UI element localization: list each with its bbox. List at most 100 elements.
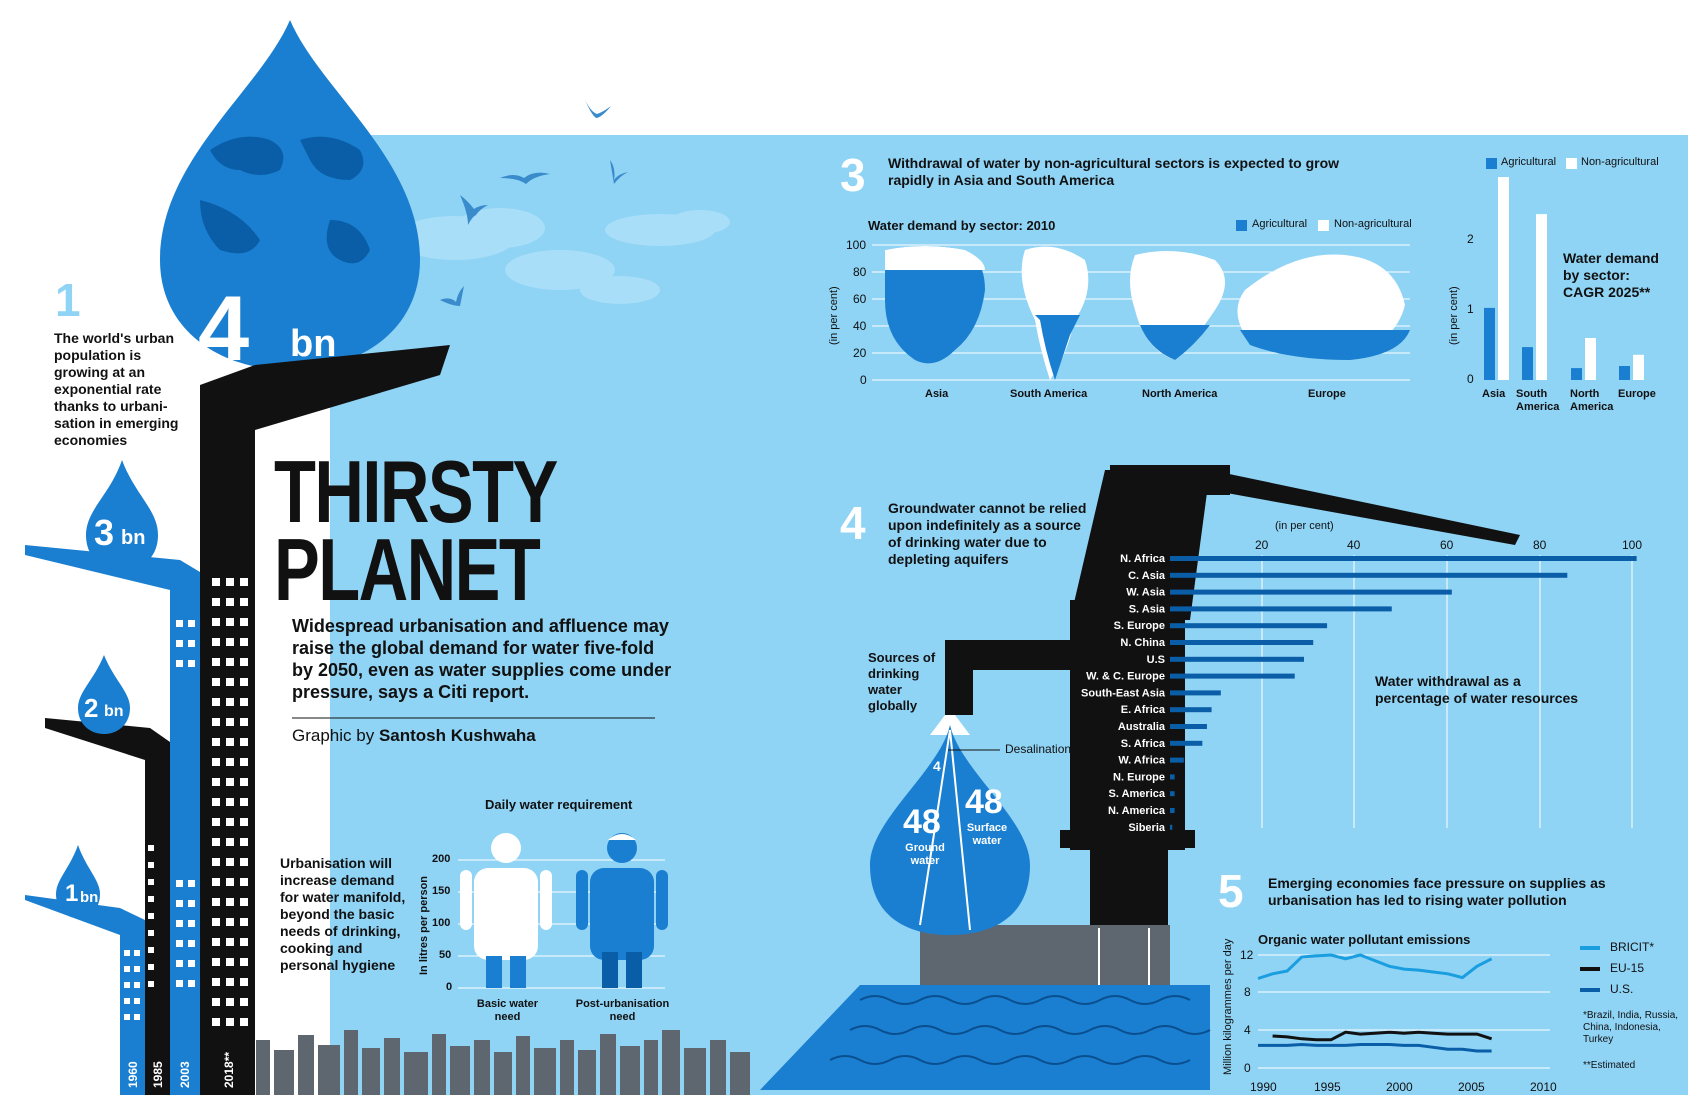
- pump-stone: [920, 925, 1170, 985]
- bird-icons: [440, 100, 628, 306]
- cagr-ytick: 2: [1467, 232, 1474, 246]
- pump-stone-join2: [1148, 928, 1150, 1008]
- withdrawal-category-label: W. Africa: [1118, 755, 1166, 767]
- withdrawal-category-label: C. Asia: [1128, 570, 1166, 582]
- drop-2bn: [78, 655, 130, 734]
- pollution-xtick: 2005: [1458, 1080, 1485, 1094]
- legend-nonagri-swatch: [1318, 220, 1329, 231]
- tower-1960: [25, 895, 145, 1095]
- drop-1bn-unit: bn: [80, 889, 99, 906]
- cagr-bar: [1633, 354, 1644, 380]
- desalination-value: 4: [933, 758, 941, 774]
- cagr-xlabel: North America: [1570, 388, 1614, 413]
- legend-us-swatch: [1580, 988, 1600, 992]
- map-ytick: 40: [853, 319, 867, 333]
- cagr-bar: [1619, 366, 1630, 380]
- cagr-bar: [1571, 368, 1582, 380]
- withdrawal-bar: [1170, 808, 1175, 813]
- cagr-bar: [1522, 347, 1533, 380]
- person-arm: [540, 870, 552, 930]
- person-arm: [656, 870, 668, 930]
- subtitle: Widespread urbanisation and affluence ma…: [292, 616, 672, 702]
- drop-3bn-value: 3: [94, 512, 115, 553]
- map-ytick: 100: [846, 238, 867, 252]
- map-xlabel: South America: [1010, 388, 1088, 400]
- cagr-title: Water demand by sector: CAGR 2025**: [1563, 250, 1659, 300]
- withdrawal-category-label: Australia: [1118, 721, 1166, 733]
- pollution-xtick: 1995: [1314, 1080, 1341, 1094]
- drop-2bn-unit: bn: [104, 703, 124, 720]
- pollution-ylabel: Million kilogrammes per day: [1222, 938, 1234, 1075]
- withdrawal-xtick: 80: [1533, 538, 1547, 552]
- legend-us: U.S.: [1610, 982, 1634, 996]
- withdrawal-bar: [1170, 656, 1304, 662]
- map-xlabel: Asia: [925, 388, 949, 400]
- legend-bricit-swatch: [1580, 946, 1600, 950]
- map-ytick: 60: [853, 292, 867, 306]
- water-req-cat: Post-urbanisation need: [575, 998, 670, 1023]
- withdrawal-bar: [1170, 556, 1637, 561]
- cagr-ytick: 1: [1467, 302, 1474, 316]
- withdrawal-bar: [1170, 724, 1207, 729]
- person-body: [590, 868, 654, 960]
- cagr-xlabel: Asia: [1482, 388, 1506, 400]
- withdrawal-xtick: 40: [1347, 538, 1361, 552]
- title-line2: PLANET: [274, 520, 541, 619]
- withdrawal-category-label: N. Africa: [1120, 553, 1166, 565]
- well-waves: [829, 995, 1211, 1065]
- section2-number: 2: [280, 797, 306, 849]
- withdrawal-xtick: 100: [1622, 538, 1643, 552]
- water-level-bar: [626, 952, 642, 988]
- withdrawal-category-label: S. Africa: [1121, 738, 1166, 750]
- tower-2018: [200, 345, 450, 1095]
- credit-prefix: Graphic by: [292, 726, 375, 745]
- drop-3bn: [86, 460, 158, 570]
- withdrawal-grid: [1261, 555, 1633, 828]
- legend-eu15: EU-15: [1610, 961, 1645, 975]
- cagr-ylabel: (in per cent): [1448, 286, 1460, 345]
- water-req-ytick: 100: [432, 917, 451, 929]
- pollution-grid: [1258, 954, 1550, 1069]
- map-ytick: 0: [860, 373, 867, 387]
- withdrawal-category-label: U.S: [1147, 654, 1165, 666]
- cagr-bar: [1585, 338, 1596, 380]
- withdrawal-bar: [1170, 606, 1392, 612]
- north-america-map-bottom: [1140, 325, 1210, 360]
- withdrawal-category-label: S. Europe: [1114, 620, 1165, 632]
- drop-3bn-unit: bn: [121, 527, 146, 549]
- withdrawal-xtick: 60: [1440, 538, 1454, 552]
- withdrawal-category-label: E. Africa: [1121, 704, 1166, 716]
- section5-number: 5: [1218, 865, 1244, 917]
- withdrawal-category-label: South-East Asia: [1081, 687, 1166, 699]
- pollution-line-3: [1258, 1042, 1492, 1053]
- ground-water-value: 48: [903, 803, 941, 841]
- person-body: [474, 868, 538, 960]
- water-req-ytick: 200: [432, 853, 451, 865]
- withdrawal-category-label: Siberia: [1128, 822, 1166, 834]
- withdrawal-category-label: S. Asia: [1129, 603, 1166, 615]
- cagr-xlabel: Europe: [1618, 388, 1656, 400]
- tower-2003: [25, 545, 200, 1095]
- map-chart-title: Water demand by sector: 2010: [868, 218, 1056, 233]
- tower-1985: [45, 718, 170, 1095]
- pollution-xtick: 2000: [1386, 1080, 1413, 1094]
- drop-1bn: [56, 845, 100, 918]
- cagr-bar: [1484, 307, 1495, 380]
- withdrawal-bar: [1170, 707, 1212, 713]
- water-req-cat: Basic water need: [476, 998, 539, 1023]
- pollution-line-1: [1257, 953, 1493, 980]
- section5-title: Emerging economies face pressure on supp…: [1268, 875, 1606, 908]
- withdrawal-bar: [1170, 572, 1568, 578]
- legend-nonagri-label: Non-agricultural: [1334, 218, 1412, 230]
- drop-4bn-value: 4: [198, 278, 250, 380]
- section4-title: Groundwater cannot be relied upon indefi…: [888, 500, 1087, 567]
- withdrawal-bar: [1170, 673, 1295, 679]
- city-skyline: [256, 1030, 750, 1095]
- map-ylabel: (in per cent): [828, 286, 840, 345]
- south-america-map-bottom: [1035, 315, 1080, 380]
- withdrawal-category-label: N. America: [1108, 805, 1166, 817]
- cagr-ytick: 0: [1467, 372, 1474, 386]
- hard-hat-icon: [608, 834, 636, 840]
